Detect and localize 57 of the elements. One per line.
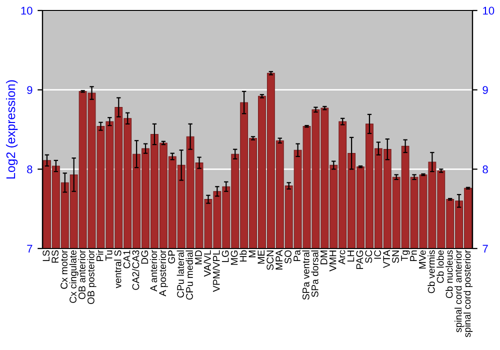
x-tick-label: GP (168, 250, 176, 264)
x-tick-label: CPu lateral (176, 250, 184, 298)
x-tick-label: OB posterior (87, 250, 96, 304)
x-tick-label: Pir (96, 250, 104, 261)
y2-tick-label: 9 (482, 86, 488, 94)
x-tick-label: VTA (383, 250, 390, 268)
x-tick-label: VMH (329, 250, 336, 272)
x-tick-label: Cb vermis (428, 250, 435, 294)
x-tick-label: SCN (266, 250, 274, 270)
x-tick-label: VPM/VPL (212, 250, 220, 292)
x-tick-label: MD (195, 250, 202, 264)
x-tick-label: OB anterior (78, 250, 86, 300)
x-tick-label: SC (365, 250, 372, 263)
x-tick-label: Pn (410, 250, 417, 261)
y2-tick-label: 8 (482, 165, 488, 174)
x-tick-label: DG (141, 250, 148, 264)
x-tick-label: MPA (276, 250, 282, 270)
x-tick-label: LH (347, 250, 354, 262)
x-tick-label: IC (374, 250, 382, 259)
y2-tick-label: 10 (483, 6, 494, 15)
x-tick-label: Hb (240, 250, 247, 262)
x-tick-label: Pa (294, 250, 300, 261)
x-tick-label: PAG (356, 250, 364, 269)
x-tick-label: Arc (338, 250, 346, 264)
x-tick-label: SPa dorsal (311, 250, 318, 297)
x-tick-label: LG (222, 250, 229, 262)
x-tick-label: A posterior (158, 250, 168, 296)
x-tick-label: ventral S (114, 250, 122, 288)
x-tick-label: CA2/CA3 (132, 250, 140, 290)
x-tick-label: DM (320, 250, 328, 264)
x-tick-label: ME (258, 250, 264, 264)
x-tick-label: Cx motor (60, 250, 68, 289)
x-tick-label: RS (52, 250, 59, 263)
x-tick-label: MG (230, 250, 238, 265)
x-tick-label: spinal cord anterior (454, 250, 464, 332)
x-tick-label: CPu medial (186, 250, 193, 300)
x-tick-label: spinal cord posterior (463, 250, 473, 338)
x-tick-label: Cx cingulate (69, 250, 78, 303)
x-tick-label: SO (284, 250, 292, 264)
x-tick-label: A anterior (150, 250, 158, 292)
x-tick-label: Tu (106, 250, 112, 261)
x-tick-label: Cb lobe (436, 250, 444, 283)
y-tick-label: 7 (27, 244, 32, 253)
x-tick-label: MVe (419, 250, 426, 269)
x-tick-label: M (248, 250, 256, 258)
x-tick-label: LS (42, 250, 50, 261)
x-tick-label: SPa ventral (302, 250, 310, 300)
x-tick-label: Tg (401, 250, 410, 262)
x-tick-label: Cb nucleus (446, 250, 453, 298)
x-tick-label: CA1 (123, 250, 130, 268)
y-tick-label: 8 (27, 165, 32, 174)
x-tick-label: SN (392, 250, 399, 263)
y2-tick-label: 7 (482, 244, 488, 253)
x-tick-label: VA/VL (204, 250, 211, 277)
y-axis-title: Log2 (expression) (6, 80, 18, 178)
y-tick-label: 9 (27, 86, 32, 94)
y-tick-label: 10 (21, 6, 32, 15)
